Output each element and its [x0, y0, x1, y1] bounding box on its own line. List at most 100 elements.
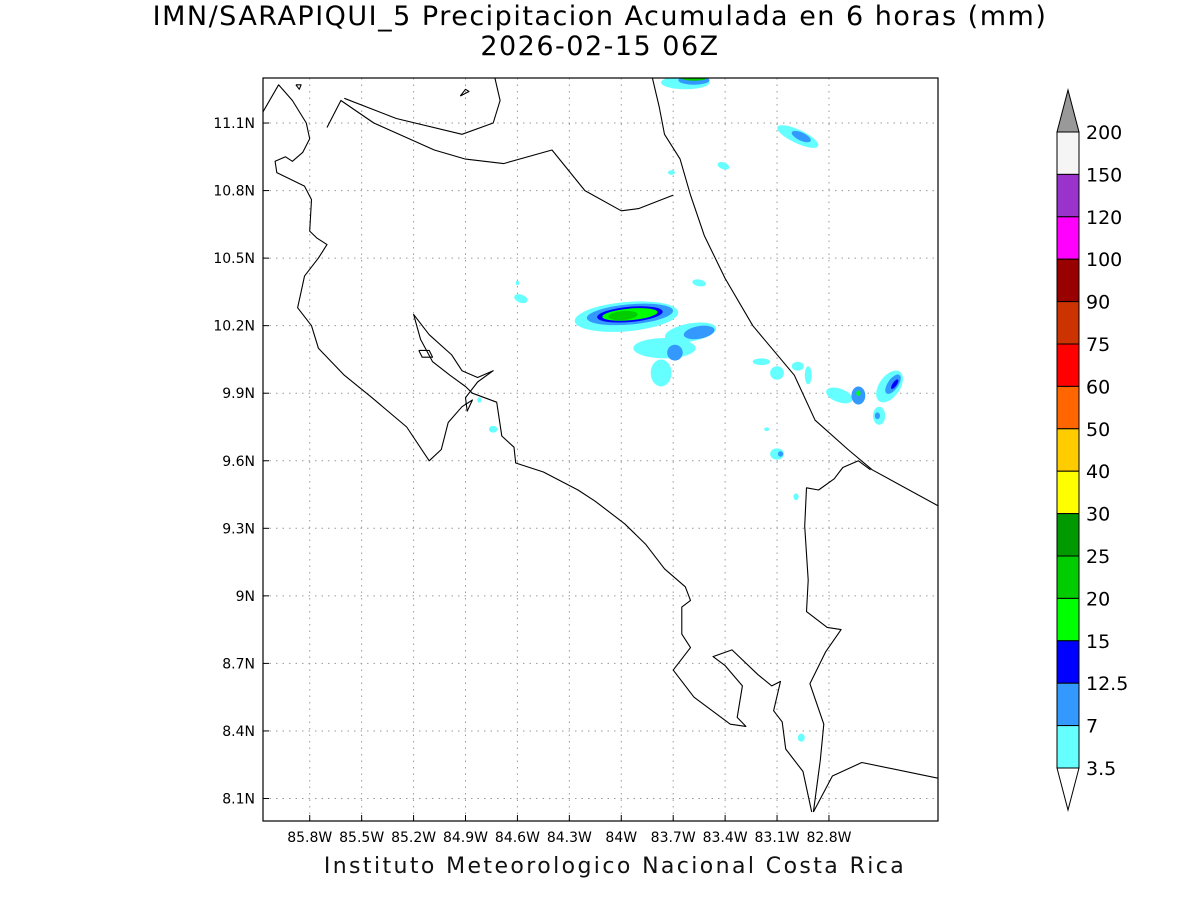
- lake-nicaragua-south-line: [344, 78, 501, 135]
- colorbar-label: 90: [1086, 292, 1110, 314]
- lat-tick-label: 10.5N: [213, 251, 255, 267]
- precip-cell: [804, 366, 812, 385]
- lon-tick-label: 85.5W: [339, 830, 384, 846]
- colorbar-segment: [1056, 597, 1080, 642]
- precip-cell: [770, 366, 784, 380]
- panama-border-line: [804, 460, 871, 813]
- precip-cell: [752, 358, 771, 366]
- colorbar-label: 30: [1086, 504, 1110, 526]
- lat-tick-label: 8.7N: [222, 656, 255, 672]
- colorbar-label: 7: [1086, 716, 1098, 738]
- isla-chira-line: [418, 349, 434, 358]
- colorbar-label: 15: [1086, 631, 1110, 653]
- colorbar-segment: [1056, 682, 1080, 727]
- colorbar-label: 3.5: [1086, 758, 1116, 780]
- colorbar: 200 150 120 100 90 75 60 50 40 30 25 20 15 12.5 7 3.5: [1056, 88, 1128, 812]
- colorbar-label: 60: [1086, 376, 1110, 398]
- colorbar-label: 12.5: [1086, 673, 1128, 695]
- caribbean-coast-line: [651, 78, 938, 507]
- lon-tick-label: 83.1W: [755, 830, 800, 846]
- precip-cell: [633, 338, 696, 359]
- precip-cell: [777, 451, 784, 457]
- precip-cell: [764, 427, 770, 432]
- colorbar-segment: [1056, 173, 1080, 218]
- map-frame: [262, 77, 939, 822]
- colorbar-segment: [1056, 216, 1080, 260]
- colorbar-label: 120: [1086, 207, 1122, 229]
- colorbar-label: 50: [1086, 419, 1110, 441]
- colorbar-segment: [1056, 555, 1080, 599]
- lat-tick-label: 9.3N: [222, 521, 255, 537]
- isla-zapatera-line: [295, 84, 302, 90]
- lon-tick-label: 83.7W: [651, 830, 696, 846]
- colorbar-segment: [1056, 301, 1080, 345]
- lon-tick-label: 84.6W: [495, 830, 540, 846]
- colorbar-under-arrow: [1056, 767, 1080, 812]
- map-title-line1: IMN/SARAPIQUI_5 Precipitacion Acumulada …: [152, 1, 1048, 32]
- precip-cell: [770, 448, 784, 460]
- lon-tick-label: 84.9W: [443, 830, 488, 846]
- colorbar-label: 20: [1086, 588, 1110, 610]
- lon-tick-label: 83.4W: [703, 830, 748, 846]
- precip-cell: [791, 361, 804, 371]
- precip-cell: [692, 279, 706, 287]
- precip-cell: [667, 344, 683, 361]
- precip-cell: [683, 325, 715, 340]
- colorbar-segment: [1056, 258, 1080, 303]
- colorbar-segment: [1056, 131, 1080, 175]
- colorbar-segment: [1056, 428, 1080, 472]
- colorbar-segment: [1056, 513, 1080, 557]
- lon-tick-label: 85.2W: [391, 830, 436, 846]
- lon-tick-label: 82.8W: [806, 830, 851, 846]
- map-axes: 85.8W 85.5W 85.2W 84.9W 84.6W 84.3W 84W 83.7W 83…: [213, 116, 851, 846]
- precip-cell: [856, 390, 861, 396]
- lat-tick-label: 10.2N: [213, 319, 255, 335]
- colorbar-label: 100: [1086, 249, 1122, 271]
- graticule: [263, 78, 938, 821]
- lon-tick-label: 85.8W: [287, 830, 332, 846]
- precip-cell: [891, 379, 899, 389]
- precipitation-field: [477, 78, 903, 742]
- colorbar-label: 40: [1086, 461, 1110, 483]
- precip-cell: [668, 170, 675, 175]
- colorbar-label: 25: [1086, 546, 1110, 568]
- lat-tick-label: 8.4N: [222, 724, 255, 740]
- precip-cell: [680, 78, 707, 81]
- lat-tick-label: 9N: [236, 589, 255, 605]
- colorbar-label: 75: [1086, 334, 1110, 356]
- precip-cell: [874, 412, 881, 420]
- colorbar-segment: [1056, 640, 1080, 684]
- precip-cell: [488, 425, 498, 433]
- lat-tick-label: 9.9N: [222, 386, 255, 402]
- precip-cell: [477, 397, 482, 403]
- pacific-coast-line: [263, 84, 813, 813]
- colorbar-segment: [1056, 725, 1080, 769]
- panama-coast-line: [812, 761, 938, 813]
- colorbar-segment: [1056, 470, 1080, 515]
- nicaragua-border-line: [326, 99, 674, 212]
- lat-tick-label: 11.1N: [213, 116, 255, 132]
- coastlines: [263, 78, 938, 813]
- colorbar-label: 150: [1086, 164, 1122, 186]
- colorbar-label: 200: [1086, 122, 1122, 144]
- precip-cell: [793, 493, 799, 501]
- colorbar-segment: [1056, 343, 1080, 387]
- precip-cell: [650, 359, 672, 387]
- precip-cell: [717, 162, 730, 170]
- map-title: IMN/SARAPIQUI_5 Precipitacion Acumulada …: [0, 2, 1200, 62]
- colorbar-segment: [1056, 385, 1080, 430]
- lat-tick-label: 10.8N: [213, 184, 255, 200]
- precip-cell: [797, 733, 805, 742]
- lon-tick-label: 84.3W: [547, 830, 592, 846]
- footer-credit: Instituto Meteorologico Nacional Costa R…: [323, 854, 907, 879]
- precip-cell: [608, 310, 638, 321]
- lon-tick-label: 84W: [605, 830, 637, 846]
- lat-tick-label: 8.1N: [222, 791, 255, 807]
- lake-island-line: [459, 88, 470, 97]
- lat-tick-label: 9.6N: [222, 454, 255, 470]
- precip-cell: [514, 294, 528, 304]
- precip-cell: [826, 387, 853, 404]
- colorbar-over-arrow: [1056, 88, 1080, 133]
- map-title-line2: 2026-02-15 06Z: [480, 31, 720, 62]
